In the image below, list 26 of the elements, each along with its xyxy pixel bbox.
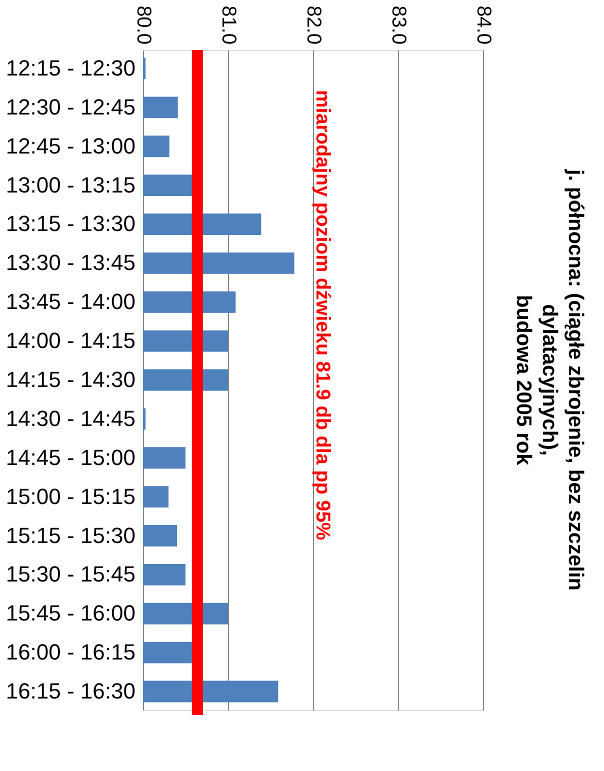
y-tick-label: 15:45 - 16:00 <box>6 600 136 626</box>
y-tick-label: 14:45 - 15:00 <box>6 444 136 470</box>
x-tick-label: 84.0 <box>472 6 494 44</box>
x-tick-label: 82.0 <box>302 6 324 44</box>
y-tick-label: 12:30 - 12:45 <box>6 94 136 120</box>
ref-line-label: miarodajny poziom dźwieku 81.9 db dla pp 95% <box>311 90 334 540</box>
y-tick-label: 15:15 - 15:30 <box>6 522 136 548</box>
text: dylatacyjnych), <box>538 304 561 456</box>
text: budowa 2005 rok <box>512 294 535 466</box>
x-tick-label: 81.0 <box>218 6 240 44</box>
y-tick-label: 16:00 - 16:15 <box>6 640 136 665</box>
y-tick-label: 13:15 - 13:30 <box>6 211 136 236</box>
y-tick-label: 13:00 - 13:15 <box>6 172 136 198</box>
y-tick-label: 14:30 - 14:45 <box>6 406 136 431</box>
y-tick-label: 12:45 - 13:00 <box>6 133 136 158</box>
y-tick-label: 13:45 - 14:00 <box>6 289 136 314</box>
y-tick-label: 15:30 - 15:45 <box>6 562 136 587</box>
y-tick-label: 15:00 - 15:15 <box>6 484 136 509</box>
x-tick-label: 83.0 <box>388 6 410 44</box>
text: j. północna: (ciągłe zbrojenie, bez szczelin <box>564 169 587 591</box>
y-tick-label: 13:30 - 13:45 <box>6 250 136 276</box>
y-tick-label: 14:15 - 14:30 <box>6 367 136 392</box>
y-tick-label: 14:00 - 14:15 <box>6 328 136 354</box>
y-tick-label: 16:15 - 16:30 <box>6 678 136 704</box>
y-tick-label: 12:15 - 12:30 <box>6 55 136 80</box>
x-tick-label: 80.0 <box>132 6 154 44</box>
